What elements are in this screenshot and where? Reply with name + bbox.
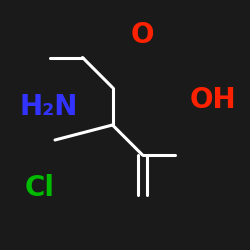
Text: O: O (131, 21, 154, 49)
Text: Cl: Cl (25, 174, 55, 202)
Text: H₂N: H₂N (20, 94, 78, 122)
Text: OH: OH (190, 86, 236, 114)
